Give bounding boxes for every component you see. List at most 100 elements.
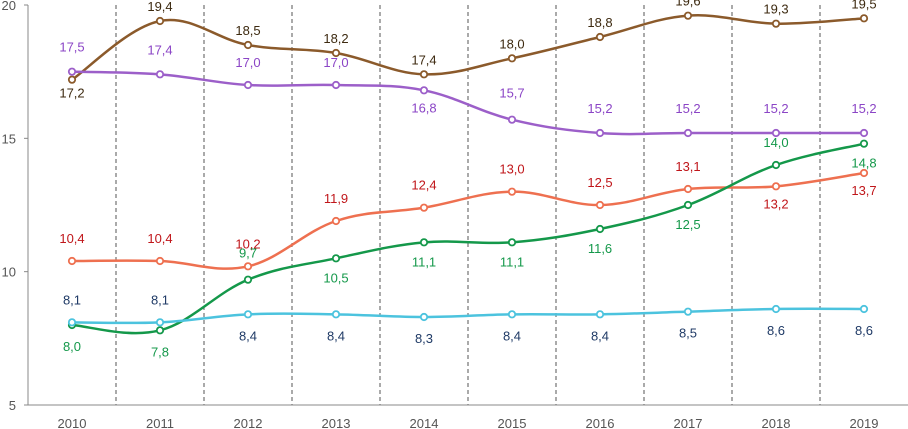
series-cyan-data-label: 8,4 — [503, 328, 521, 343]
series-purple-data-label: 15,2 — [587, 101, 612, 116]
series-cyan-data-label: 8,4 — [239, 328, 257, 343]
x-tick-label: 2012 — [234, 416, 263, 429]
series-brown-data-label: 19,3 — [763, 2, 788, 17]
y-tick-label: 10 — [2, 265, 16, 280]
series-brown-point — [507, 54, 517, 63]
series-cyan-point — [67, 318, 77, 327]
series-cyan-point — [243, 310, 253, 319]
series-cyan-point — [419, 312, 429, 322]
series-cyan-point — [507, 310, 517, 319]
series-cyan-point — [771, 304, 781, 314]
series-orange-data-label: 13,1 — [675, 159, 700, 174]
series-green-point — [155, 326, 165, 335]
series-cyan-point — [683, 307, 693, 316]
series-brown-data-label: 17,2 — [59, 86, 84, 101]
series-brown-line — [71, 14, 865, 81]
series-green-point — [507, 238, 517, 247]
series-green-data-label: 14,0 — [763, 135, 788, 150]
x-tick-label: 2010 — [58, 416, 87, 429]
series-orange-point — [683, 184, 693, 194]
data-labels: 17,2 19,4 18,5 18,2 17,4 18,0 18,8 19,6 19,3 19,5… — [59, 0, 876, 359]
series-purple-line — [71, 70, 864, 136]
series-purple-point — [507, 115, 517, 124]
series-orange-point — [507, 187, 517, 196]
series-purple-point — [595, 128, 605, 138]
series-purple-point — [243, 80, 253, 90]
series-green-data-label: 7,8 — [151, 344, 169, 359]
series-purple-point — [419, 86, 429, 95]
x-tick-label: 2015 — [498, 416, 527, 429]
series-brown-point — [859, 14, 869, 23]
series-green-point — [419, 238, 429, 247]
series-orange-data-label: 10,4 — [59, 231, 84, 246]
series-orange-point — [243, 262, 253, 271]
series-cyan-point — [155, 318, 165, 327]
series-brown-data-label: 19,5 — [851, 0, 876, 11]
series-brown-data-label: 19,6 — [675, 0, 700, 9]
series-cyan-data-label: 8,1 — [63, 292, 81, 307]
series-purple-point — [859, 128, 869, 138]
series-brown-data-label: 18,8 — [587, 15, 612, 30]
series-orange-point — [859, 168, 869, 178]
series-purple-data-label: 15,2 — [851, 101, 876, 116]
series-green-point — [683, 200, 693, 210]
series-purple-data-label: 15,2 — [675, 101, 700, 116]
series-orange-data-label: 13,7 — [851, 183, 876, 198]
series-green-data-label: 11,6 — [588, 241, 612, 256]
series-brown-data-label: 17,4 — [411, 52, 436, 67]
series-purple-point — [331, 80, 341, 90]
x-tick-label: 2013 — [322, 416, 351, 429]
series-purple-data-label: 17,0 — [323, 55, 348, 70]
series-brown-data-label: 18,0 — [499, 36, 524, 51]
series-cyan-data-label: 8,4 — [591, 328, 609, 343]
x-tick-label: 2019 — [850, 416, 879, 429]
x-tick-label: 2014 — [410, 416, 439, 429]
series-orange-point — [331, 216, 341, 226]
series-brown-point — [683, 11, 693, 20]
series-orange-data-label: 10,4 — [147, 231, 172, 246]
series-orange-point — [419, 203, 429, 212]
series-orange-data-label: 13,2 — [763, 196, 788, 211]
series-purple-point — [155, 70, 165, 79]
series-green-point — [859, 139, 869, 148]
series-cyan-data-label: 8,6 — [767, 323, 785, 338]
series-green-data-label: 14,8 — [851, 156, 876, 171]
series-brown-point — [419, 70, 429, 79]
y-tick-label: 20 — [2, 0, 16, 13]
x-tick-label: 2017 — [674, 416, 703, 429]
series-brown-point — [155, 16, 165, 26]
series-orange-data-label: 13,0 — [499, 162, 524, 177]
series-green-line — [71, 142, 865, 335]
series-green-data-label: 12,5 — [675, 217, 700, 232]
series-purple-point — [771, 128, 781, 138]
series-purple-data-label: 15,7 — [499, 86, 524, 101]
series-purple-data-label: 16,8 — [411, 100, 436, 115]
series-green-point — [771, 160, 781, 170]
series-orange-data-label: 12,5 — [587, 175, 612, 190]
series-brown-data-label: 18,2 — [323, 31, 348, 46]
series-cyan-data-label: 8,3 — [415, 331, 433, 346]
series-cyan-data-label: 8,5 — [679, 326, 697, 341]
series-green-data-label: 8,0 — [63, 339, 81, 354]
series-purple-data-label: 17,4 — [147, 42, 172, 57]
series-green-point — [243, 275, 253, 284]
series-brown-point — [243, 40, 253, 50]
series-brown-point — [771, 19, 781, 28]
series-green-data-label: 11,1 — [500, 254, 524, 269]
series-green-point — [595, 224, 605, 234]
series-brown-point — [595, 32, 605, 42]
series-green-data-label: 11,1 — [412, 254, 436, 269]
series-brown-point — [331, 48, 341, 58]
series-orange-point — [67, 256, 77, 266]
series-cyan-point — [595, 310, 605, 319]
series-orange-data-label: 10,2 — [235, 236, 260, 251]
series-purple-data-label: 17,0 — [235, 55, 260, 70]
series-orange-point — [155, 256, 165, 266]
x-tick-label: 2018 — [762, 416, 791, 429]
series-green-data-label: 9,7 — [239, 246, 257, 261]
x-tick-label: 2011 — [146, 416, 174, 429]
series-brown-data-label: 19,4 — [147, 0, 172, 14]
grid-lines — [115, 5, 821, 405]
